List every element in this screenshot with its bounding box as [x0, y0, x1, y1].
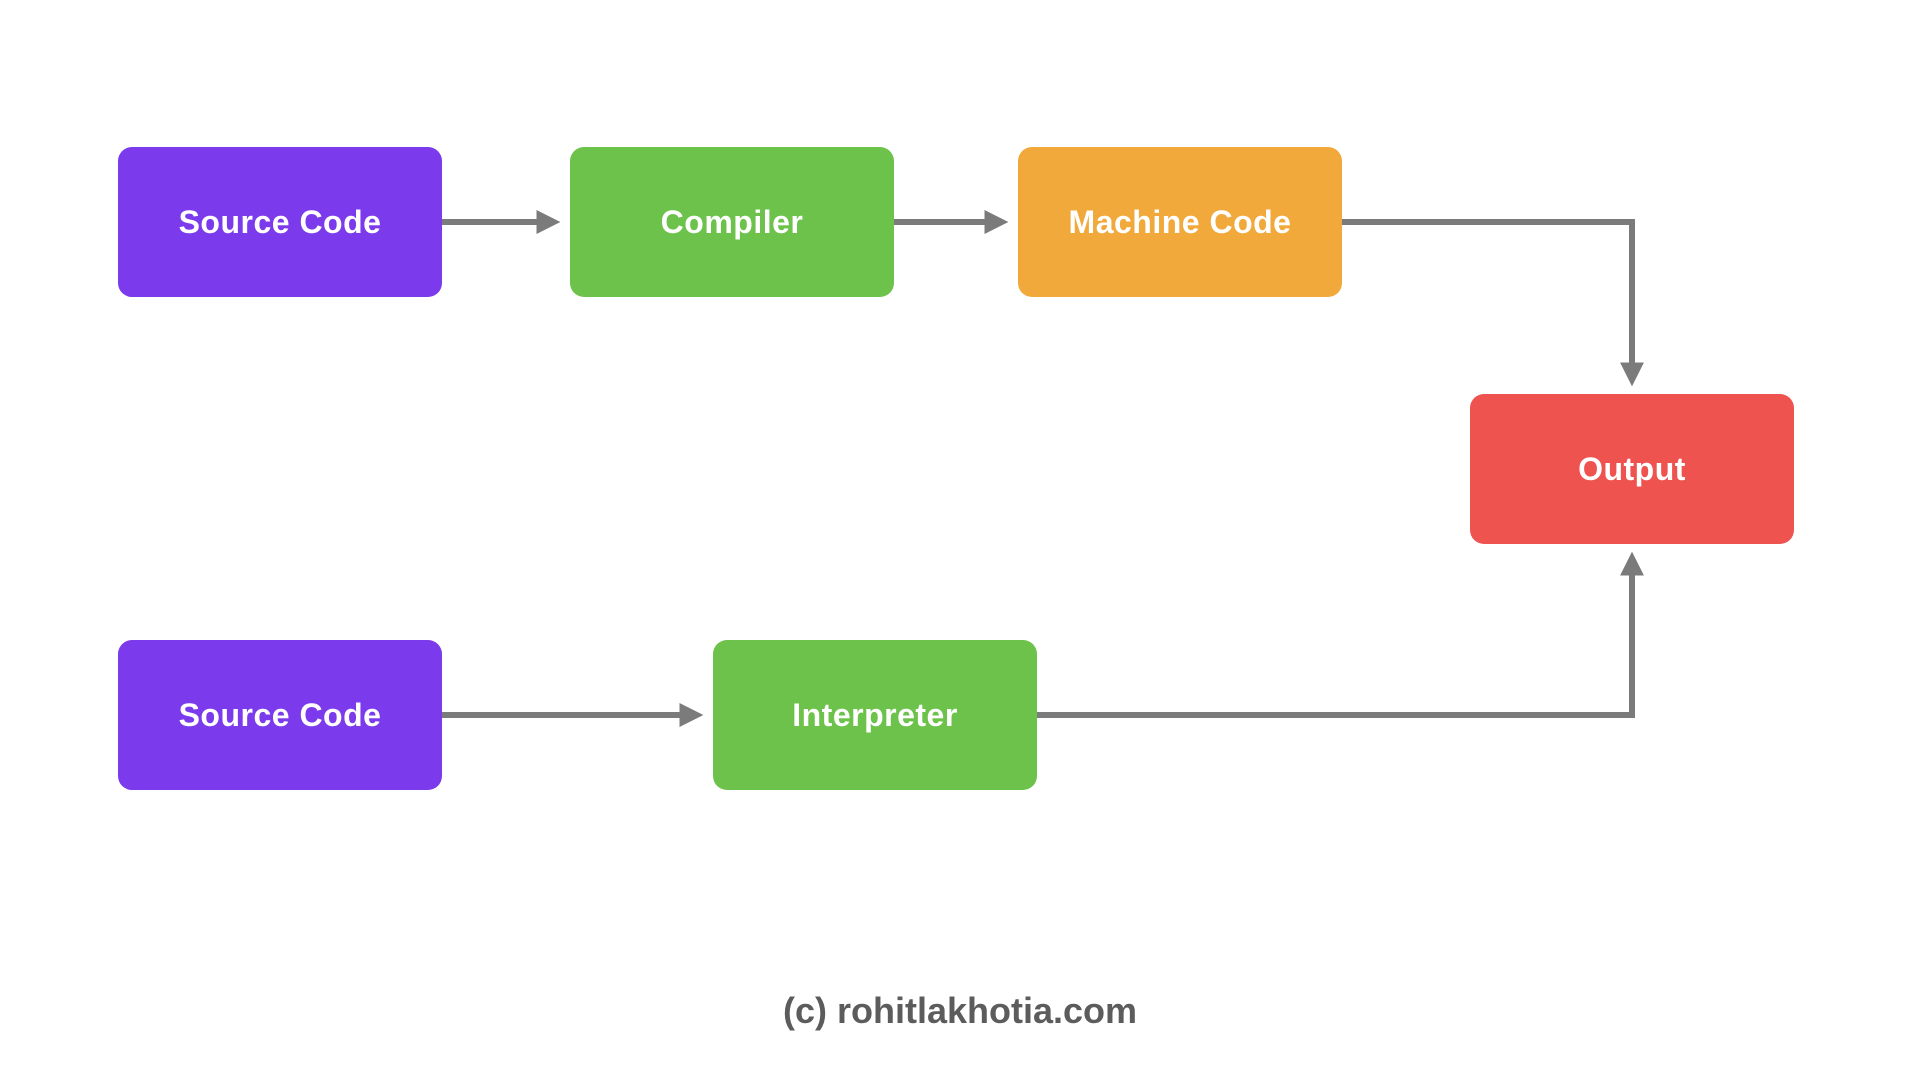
edge-machine-output: [1342, 222, 1632, 378]
node-source1: Source Code: [118, 147, 442, 297]
node-compiler: Compiler: [570, 147, 894, 297]
node-output: Output: [1470, 394, 1794, 544]
attribution-text: (c) rohitlakhotia.com: [783, 990, 1137, 1032]
diagram-canvas: (c) rohitlakhotia.com Source Code Compile…: [0, 0, 1920, 1080]
node-source2: Source Code: [118, 640, 442, 790]
node-machine: Machine Code: [1018, 147, 1342, 297]
node-interp: Interpreter: [713, 640, 1037, 790]
edge-interp-output: [1037, 560, 1632, 715]
